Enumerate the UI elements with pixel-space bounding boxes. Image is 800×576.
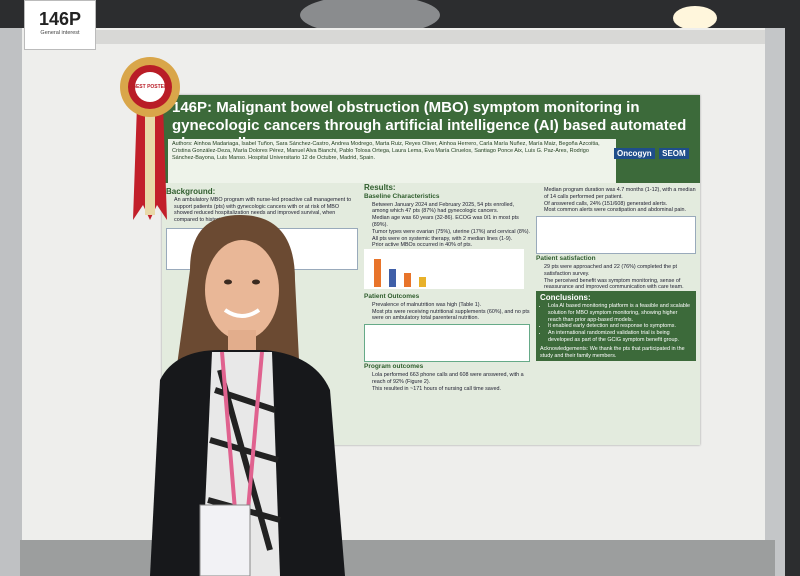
bullet: An ambulatory MBO program with nurse-led…: [174, 197, 358, 224]
bar-shape: [374, 259, 381, 288]
figure: [364, 249, 524, 290]
poster-header: 146P: Malignant bowel obstruction (MBO) …: [162, 95, 700, 183]
rosette: BEST POSTER: [120, 57, 180, 220]
pillar: [765, 28, 785, 576]
bar-shape: [389, 269, 396, 288]
bar-shape: [404, 273, 411, 288]
list: Lola performed 663 phone calls and 608 w…: [364, 372, 530, 392]
bullet: Lola AI based monitoring platform is a f…: [548, 303, 692, 323]
rosette-center: [135, 72, 165, 102]
eye: [252, 279, 260, 285]
board-rail: [95, 30, 775, 44]
section-heading: Results:: [364, 183, 396, 192]
floor: [20, 540, 775, 576]
right-column: Median program duration was 4.7 months (…: [536, 187, 696, 441]
middle-column: Results: Baseline Characteristics Betwee…: [364, 183, 530, 441]
bullet: An international randomized validation t…: [548, 330, 692, 344]
subheading: Patient Outcomes: [364, 292, 420, 300]
poster-number-card: 146P General interest: [24, 0, 96, 50]
bullet: Tumor types were ovarian (75%), uterine …: [372, 229, 530, 236]
bullet: Most pts were receiving nutritional supp…: [372, 309, 530, 323]
conclusions-box: Conclusions: Lola AI based monitoring pl…: [536, 291, 696, 362]
bullet: The perceived benefit was symptom monito…: [544, 278, 696, 292]
list: Between January 2024 and February 2025, …: [364, 202, 530, 250]
bullet: Prevalence of malnutrition was high (Tab…: [372, 302, 530, 309]
bullet: Median program duration was 4.7 months (…: [544, 187, 696, 201]
pillar-left: [0, 28, 22, 576]
list: 29 pts were approached and 22 (76%) comp…: [536, 264, 696, 291]
acknowledgements: Acknowledgements: We thank the pts that …: [540, 345, 685, 359]
lamp: [673, 6, 717, 30]
bullet: It enabled early detection and response …: [548, 323, 692, 330]
poster-title: 146P: Malignant bowel obstruction (MBO) …: [172, 99, 687, 152]
lanyard: [220, 351, 264, 511]
person: [150, 215, 345, 576]
table: [364, 324, 530, 363]
logos: Oncogyn SEOM: [614, 143, 694, 161]
badge: [199, 504, 251, 576]
rosette-text: BEST POSTER: [132, 84, 168, 90]
duct: [300, 0, 440, 35]
ribbon-stripe: [145, 105, 155, 215]
bullet: Most common alerts were constipation and…: [544, 207, 696, 214]
logo: Oncogyn: [614, 148, 655, 159]
list: Prevalence of malnutrition was high (Tab…: [364, 302, 530, 322]
eye: [224, 279, 232, 285]
list: Lola AI based monitoring platform is a f…: [540, 303, 692, 344]
poster-authors: Authors: Ainhoa Madariaga, Isabel Tuñon,…: [168, 139, 616, 183]
section-heading: Background:: [166, 187, 216, 196]
smile: [223, 308, 261, 318]
bullet: Between January 2024 and February 2025, …: [372, 202, 530, 216]
subheading: Patient satisfaction: [536, 255, 596, 263]
logo: SEOM: [659, 148, 689, 159]
poster-code: 146P: [38, 9, 82, 29]
bullet: Prior active MBOs occurred in 40% of pts…: [372, 242, 530, 249]
bullet: All pts were on systemic therapy, with 2…: [372, 236, 530, 243]
subheading: Program outcomes: [364, 363, 424, 371]
top-pattern: [207, 369, 281, 551]
face: [205, 240, 279, 340]
bullet: This resulted in ~171 hours of nursing c…: [372, 386, 530, 393]
figure-bg: [364, 249, 524, 290]
list: An ambulatory MBO program with nurse-led…: [166, 197, 358, 224]
bullet: Median age was 60 years (32-86). ECOG wa…: [372, 215, 530, 229]
list: Median program duration was 4.7 months (…: [536, 187, 696, 214]
bullet: Lola performed 663 phone calls and 608 w…: [372, 372, 530, 386]
section-heading: Conclusions:: [540, 293, 591, 303]
figure: [536, 216, 696, 255]
bullet: 29 pts were approached and 22 (76%) comp…: [544, 264, 696, 278]
subheading: Baseline Characteristics: [364, 192, 440, 200]
poster-category: General interest: [40, 30, 80, 36]
bar-shape: [419, 277, 426, 288]
bullet: Of answered calls, 24% (151/608) generat…: [544, 201, 696, 208]
